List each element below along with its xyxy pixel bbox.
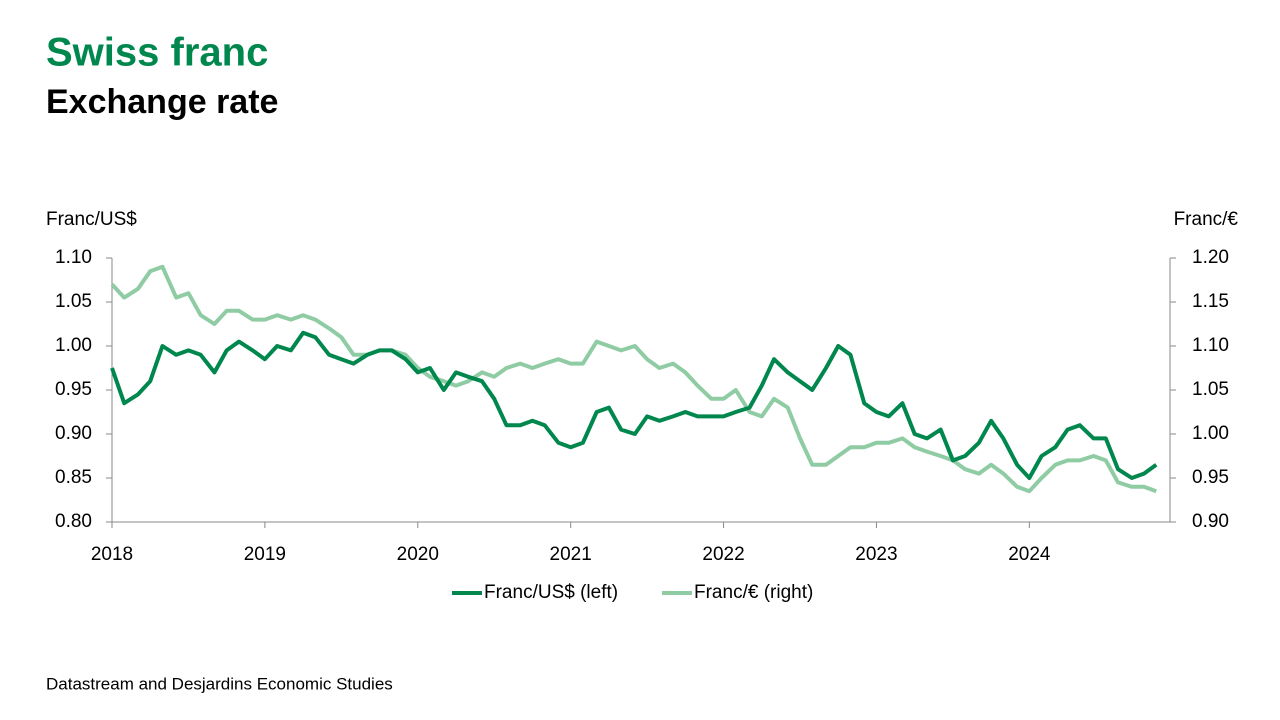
x-tick-label: 2024	[1008, 544, 1051, 565]
x-tick-label: 2019	[244, 544, 286, 565]
y-axis-label: Franc/US$	[46, 209, 137, 230]
y-tick-label: 1.00	[55, 335, 92, 356]
y-tick-label: 0.80	[55, 511, 92, 532]
x-tick-label: 2020	[397, 544, 439, 565]
source: Datastream and Desjardins Economic Studi…	[46, 674, 393, 693]
y-tick-label: 1.10	[55, 247, 92, 268]
y2-tick-label: 1.20	[1192, 247, 1229, 268]
y2-tick-label: 0.90	[1192, 511, 1229, 532]
y2-tick-label: 0.95	[1192, 467, 1229, 488]
y2-tick-label: 1.05	[1192, 379, 1229, 400]
chart-title: Swiss franc	[46, 31, 268, 75]
x-tick-label: 2022	[702, 544, 744, 565]
y-tick-label: 0.85	[55, 467, 92, 488]
series-line	[110, 330, 1158, 480]
x-tick-label: 2021	[550, 544, 592, 565]
chart-subtitle: Exchange rate	[46, 83, 278, 121]
y2-tick-label: 1.00	[1192, 423, 1229, 444]
legend-label: Franc/US$ (left)	[484, 582, 618, 603]
y-tick-label: 0.95	[55, 379, 92, 400]
y2-tick-label: 1.10	[1192, 335, 1229, 356]
y-tick-label: 0.90	[55, 423, 92, 444]
series-line	[110, 264, 1157, 494]
legend-label: Franc/€ (right)	[694, 582, 813, 603]
x-tick-label: 2018	[91, 544, 133, 565]
x-tick-label: 2023	[855, 544, 897, 565]
y-tick-label: 1.05	[55, 291, 92, 312]
y2-axis-label: Franc/€	[1174, 209, 1239, 230]
y2-tick-label: 1.15	[1192, 291, 1229, 312]
